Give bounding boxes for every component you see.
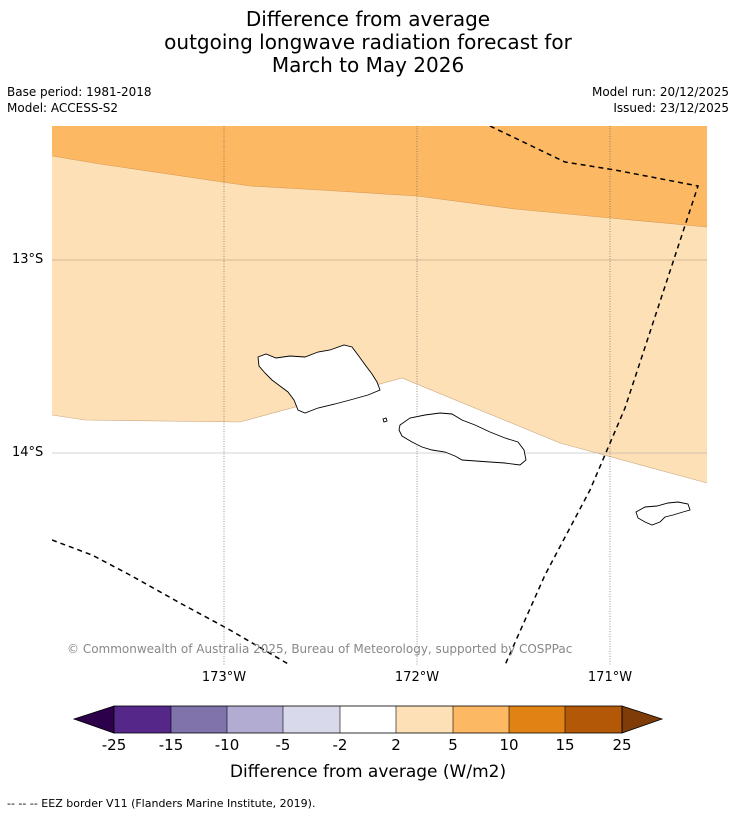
colorbar-segment (565, 706, 622, 733)
lat-label-13s: 13°S (12, 252, 44, 267)
colorbar-high-extension (621, 705, 664, 734)
colorbar-tick: 15 (555, 736, 575, 754)
colorbar-segment (453, 706, 509, 733)
colorbar-tick: 25 (612, 736, 632, 754)
map-area (52, 126, 707, 665)
manono-islet (382, 417, 388, 423)
colorbar-tick: 10 (499, 736, 519, 754)
colorbar-segment (283, 706, 340, 733)
islands (257, 344, 691, 526)
issued-date: Issued: 23/12/2025 (613, 101, 729, 115)
anomaly-band-2-5 (52, 126, 707, 483)
lon-label-172w: 172°W (394, 670, 440, 685)
colorbar-tick: -25 (101, 736, 127, 754)
eez-footnote: -- -- -- EEZ border V11 (Flanders Marine… (7, 797, 316, 810)
colorbar-segment (509, 706, 565, 733)
model-run: Model run: 20/12/2025 (591, 85, 729, 99)
savaii-island (257, 344, 381, 414)
colorbar-label: Difference from average (W/m2) (229, 762, 507, 782)
colorbar-tick: 2 (391, 736, 401, 754)
title-line-2: outgoing longwave radiation forecast for (164, 30, 572, 54)
colorbar-segment (114, 706, 171, 733)
colorbar-segment (340, 706, 396, 733)
upolu-island (398, 412, 527, 466)
colorbar-tick: -10 (214, 736, 240, 754)
colorbar-tick: -2 (332, 736, 348, 754)
model-name: Model: ACCESS-S2 (7, 101, 119, 115)
colorbar-tick: -15 (158, 736, 184, 754)
colorbar-segment (171, 706, 227, 733)
tutuila-island (635, 501, 691, 526)
colorbar-segment (227, 706, 283, 733)
graticule (52, 126, 707, 665)
base-period: Base period: 1981-2018 (7, 85, 152, 99)
lon-label-171w: 171°W (587, 670, 633, 685)
colorbar-tick: 5 (448, 736, 458, 754)
eez-border (52, 126, 699, 665)
colorbar-segment (396, 706, 453, 733)
chart-title: Difference from average outgoing longwav… (0, 8, 736, 77)
lon-label-173w: 173°W (201, 670, 247, 685)
title-line-1: Difference from average (245, 7, 491, 31)
title-line-3: March to May 2026 (271, 53, 465, 77)
colorbar (72, 705, 664, 734)
lat-label-14s: 14°S (12, 445, 44, 460)
colorbar-low-extension (72, 705, 115, 734)
meta-right: Model run: 20/12/2025 Issued: 23/12/2025 (592, 84, 729, 116)
copyright-notice: © Commonwealth of Australia 2025, Bureau… (67, 642, 573, 656)
meta-left: Base period: 1981-2018 Model: ACCESS-S2 (7, 84, 152, 116)
colorbar-tick: -5 (275, 736, 291, 754)
